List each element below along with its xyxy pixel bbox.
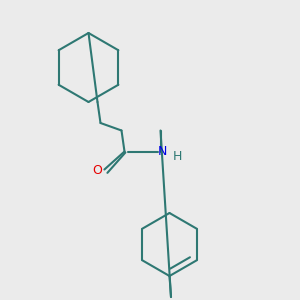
Text: O: O xyxy=(92,164,102,178)
Text: N: N xyxy=(157,145,167,158)
Text: H: H xyxy=(172,149,182,163)
